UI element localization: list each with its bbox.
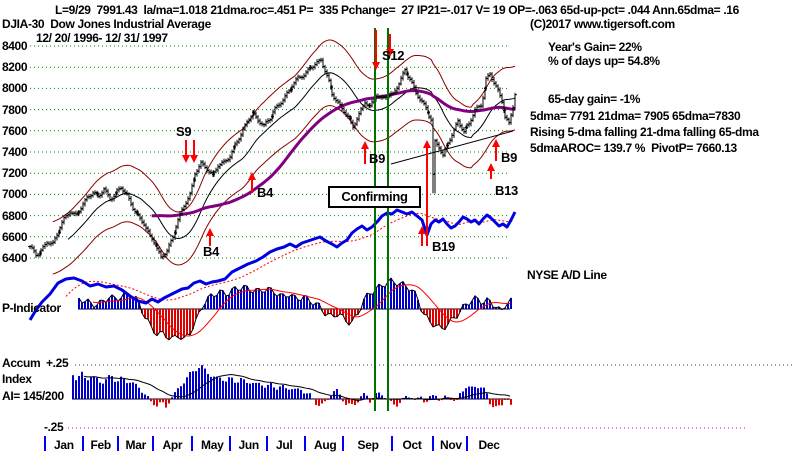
signal-label-b9: B9 xyxy=(501,150,518,165)
month-label: May xyxy=(201,438,224,452)
ad-line-label: NYSE A/D Line xyxy=(527,268,607,282)
signal-label-b4: B4 xyxy=(203,244,220,259)
month-label: Mar xyxy=(125,438,147,452)
y-tick-label: 8000 xyxy=(2,81,28,96)
signal-label-s12: S12 xyxy=(382,48,405,63)
p-indicator-label: P-Indicator xyxy=(2,301,61,315)
month-label: Jun xyxy=(238,438,260,452)
index-label: Index xyxy=(2,372,32,386)
month-label: Oct xyxy=(402,438,422,452)
stat-days-up: % of days up= 54.8% xyxy=(548,54,660,68)
stat-dma-values: 5dma= 7791 21dma= 7905 65dma=7830 xyxy=(530,109,741,123)
month-label: Aug xyxy=(314,438,337,452)
y-tick-label: 6600 xyxy=(2,229,28,244)
signal-label-b9: B9 xyxy=(369,151,386,166)
y-tick-label: 7800 xyxy=(2,102,28,117)
month-label: Nov xyxy=(440,438,462,452)
signal-label-s9: S9 xyxy=(176,124,192,139)
stat-aroc-pivot: 5dmaAROC= 139.7 % PivotP= 7660.13 xyxy=(530,141,737,155)
stat-dma-trend: Rising 5-dma falling 21-dma falling 65-d… xyxy=(530,125,759,139)
plus25-label: +.25 xyxy=(46,356,69,370)
month-label: Jan xyxy=(54,438,74,452)
month-label: Sep xyxy=(357,438,379,452)
symbol-title: DJIA-30 Dow Jones Industrial Average xyxy=(2,17,211,31)
month-label: Apr xyxy=(162,438,183,452)
y-tick-label: 6800 xyxy=(2,208,28,223)
status-line: L=9/29 7991.43 la/ma=1.018 21dma.roc=.45… xyxy=(55,3,739,17)
month-label: Dec xyxy=(478,438,500,452)
stat-65d-gain: 65-day gain= -1% xyxy=(548,92,641,106)
copyright: (C)2017 www.tigersoft.com xyxy=(530,17,675,31)
y-tick-label: 7200 xyxy=(2,166,28,181)
y-tick-label: 7600 xyxy=(2,123,28,138)
y-tick-label: 8400 xyxy=(2,39,28,53)
accum-label: Accum xyxy=(2,356,41,370)
month-label: Jul xyxy=(276,438,293,452)
y-tick-label: 7400 xyxy=(2,145,28,159)
minus25-label: -.25 xyxy=(44,420,64,434)
signal-label-b4: B4 xyxy=(257,185,274,200)
confirming-annotation: Confirming xyxy=(328,186,421,208)
signal-label-b13: B13 xyxy=(495,183,518,198)
ai-ratio-label: AI= 145/200 xyxy=(2,389,64,403)
y-tick-label: 8200 xyxy=(2,60,28,75)
stat-years-gain: Year's Gain= 22% xyxy=(548,40,642,54)
signal-label-b19: B19 xyxy=(432,239,455,254)
y-tick-label: 7000 xyxy=(2,187,28,202)
month-label: Feb xyxy=(90,438,112,452)
y-tick-label: 6400 xyxy=(2,251,28,265)
date-range: 12/ 20/ 1996- 12/ 31/ 1997 xyxy=(36,31,168,45)
